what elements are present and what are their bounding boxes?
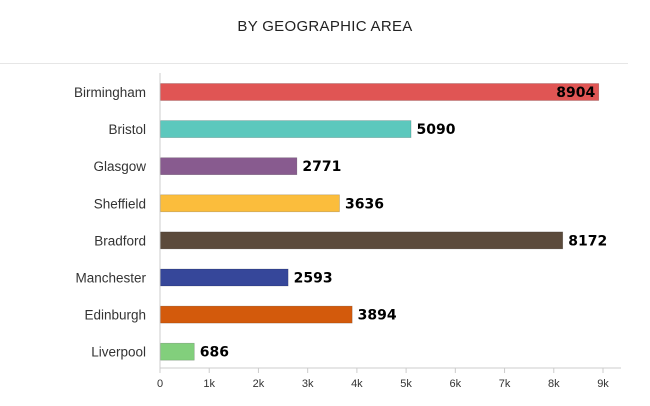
- chart-title: BY GEOGRAPHIC AREA: [237, 18, 413, 35]
- bars-layer: [160, 83, 600, 361]
- value-label-bradford: 8172: [568, 233, 607, 249]
- value-label-manchester: 2593: [294, 271, 333, 287]
- x-tick-label: 2k: [253, 378, 265, 390]
- title-divider: [0, 63, 628, 64]
- category-label-bradford: Bradford: [94, 233, 146, 248]
- category-label-edinburgh: Edinburgh: [84, 308, 146, 323]
- category-label-bristol: Bristol: [108, 122, 146, 137]
- x-tick-label: 9k: [597, 378, 609, 390]
- bar-glasgow[interactable]: [160, 157, 298, 175]
- bar-sheffield[interactable]: [160, 194, 340, 213]
- category-label-liverpool: Liverpool: [91, 345, 146, 360]
- bar-birmingham[interactable]: [160, 83, 600, 101]
- value-label-glasgow: 2771: [302, 159, 341, 175]
- bar-bristol[interactable]: [160, 120, 412, 138]
- x-tick-label: 7k: [499, 378, 511, 390]
- category-label-sheffield: Sheffield: [94, 196, 146, 211]
- category-label-manchester: Manchester: [75, 271, 146, 286]
- category-label-glasgow: Glasgow: [93, 159, 146, 174]
- x-tick-label: 1k: [203, 378, 215, 390]
- value-label-bristol: 5090: [417, 122, 456, 138]
- x-axis: 0 1k 2k 3k 4k 5k 6k 7k 8k 9k: [157, 73, 621, 390]
- bar-bradford[interactable]: [160, 231, 564, 250]
- x-tick-label: 6k: [450, 378, 462, 390]
- x-tick-label: 5k: [400, 378, 412, 390]
- labels-layer: Birmingham 8904 Bristol 5090 Glasgow 2771 Shef…: [74, 85, 607, 361]
- x-tick-label: 8k: [548, 378, 560, 390]
- bar-manchester[interactable]: [160, 268, 289, 287]
- value-label-birmingham: 8904: [556, 85, 595, 101]
- x-tick-label: 0: [157, 378, 163, 390]
- category-label-birmingham: Birmingham: [74, 85, 146, 100]
- value-label-liverpool: 686: [200, 345, 229, 361]
- bar-edinburgh[interactable]: [160, 305, 353, 324]
- value-label-edinburgh: 3894: [358, 308, 397, 324]
- bar-liverpool[interactable]: [160, 342, 195, 361]
- x-tick-label: 4k: [351, 378, 363, 390]
- x-tick-label: 3k: [302, 378, 314, 390]
- value-label-sheffield: 3636: [345, 196, 384, 212]
